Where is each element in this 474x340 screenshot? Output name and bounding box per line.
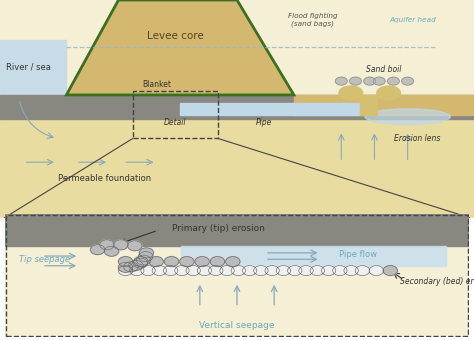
Circle shape — [242, 266, 257, 275]
Text: Sand boil: Sand boil — [366, 65, 401, 74]
Ellipse shape — [336, 77, 347, 85]
Text: Detail: Detail — [164, 118, 187, 127]
Circle shape — [100, 240, 114, 250]
Ellipse shape — [377, 86, 401, 100]
Circle shape — [369, 266, 383, 275]
Bar — [0, 95, 474, 119]
Text: Primary (tip) erosion: Primary (tip) erosion — [172, 224, 265, 233]
Circle shape — [210, 257, 225, 267]
Circle shape — [134, 257, 148, 267]
Bar — [5, 214, 469, 246]
Ellipse shape — [349, 77, 361, 85]
Circle shape — [195, 257, 210, 267]
Ellipse shape — [364, 77, 375, 85]
Circle shape — [383, 266, 398, 275]
Circle shape — [133, 258, 147, 268]
Bar — [294, 95, 474, 115]
Circle shape — [220, 266, 234, 275]
Bar — [0, 119, 474, 218]
Circle shape — [137, 255, 151, 265]
Circle shape — [276, 266, 291, 275]
Bar — [133, 91, 218, 138]
Circle shape — [139, 248, 154, 258]
Circle shape — [231, 266, 246, 275]
Circle shape — [355, 266, 370, 275]
Circle shape — [129, 260, 143, 270]
Text: Flood fighting
(sand bags): Flood fighting (sand bags) — [288, 13, 337, 27]
Ellipse shape — [365, 109, 450, 125]
Circle shape — [141, 266, 155, 275]
Text: Secondary (bed) erosion: Secondary (bed) erosion — [400, 277, 474, 286]
Circle shape — [129, 266, 144, 275]
Circle shape — [149, 257, 164, 267]
Circle shape — [186, 266, 201, 275]
Circle shape — [164, 257, 179, 267]
Ellipse shape — [374, 77, 385, 85]
Text: Levee core: Levee core — [147, 31, 204, 40]
Ellipse shape — [387, 77, 399, 85]
Circle shape — [118, 257, 133, 267]
Circle shape — [152, 266, 166, 275]
Ellipse shape — [402, 77, 413, 85]
Text: Erosion lens: Erosion lens — [394, 134, 440, 143]
Ellipse shape — [339, 86, 363, 100]
Circle shape — [226, 257, 240, 267]
Circle shape — [209, 266, 223, 275]
Circle shape — [310, 266, 325, 275]
Circle shape — [124, 262, 138, 272]
Circle shape — [333, 266, 347, 275]
Text: Pipe flow: Pipe flow — [339, 250, 377, 259]
Text: Blanket: Blanket — [142, 80, 171, 89]
Circle shape — [175, 266, 189, 275]
Text: Aquifer head: Aquifer head — [389, 17, 436, 23]
Circle shape — [91, 245, 105, 255]
Circle shape — [180, 257, 194, 267]
Circle shape — [118, 266, 133, 275]
Circle shape — [128, 241, 142, 251]
Circle shape — [299, 266, 313, 275]
Circle shape — [197, 266, 212, 275]
Bar — [360, 95, 377, 115]
Circle shape — [321, 266, 336, 275]
Circle shape — [114, 240, 128, 250]
Text: Vertical seepage: Vertical seepage — [199, 321, 275, 330]
Text: River / sea: River / sea — [6, 63, 51, 72]
Bar — [180, 103, 360, 115]
Text: Tip seepage: Tip seepage — [18, 255, 70, 264]
Circle shape — [344, 266, 358, 275]
Polygon shape — [181, 246, 446, 266]
Circle shape — [104, 246, 119, 256]
Polygon shape — [0, 39, 66, 218]
Circle shape — [254, 266, 268, 275]
Text: Permeable foundation: Permeable foundation — [58, 173, 151, 183]
Circle shape — [118, 262, 133, 272]
Circle shape — [288, 266, 302, 275]
Polygon shape — [66, 0, 294, 95]
Text: Pipe: Pipe — [256, 118, 273, 127]
Circle shape — [164, 266, 178, 275]
Circle shape — [265, 266, 279, 275]
Circle shape — [138, 252, 153, 261]
